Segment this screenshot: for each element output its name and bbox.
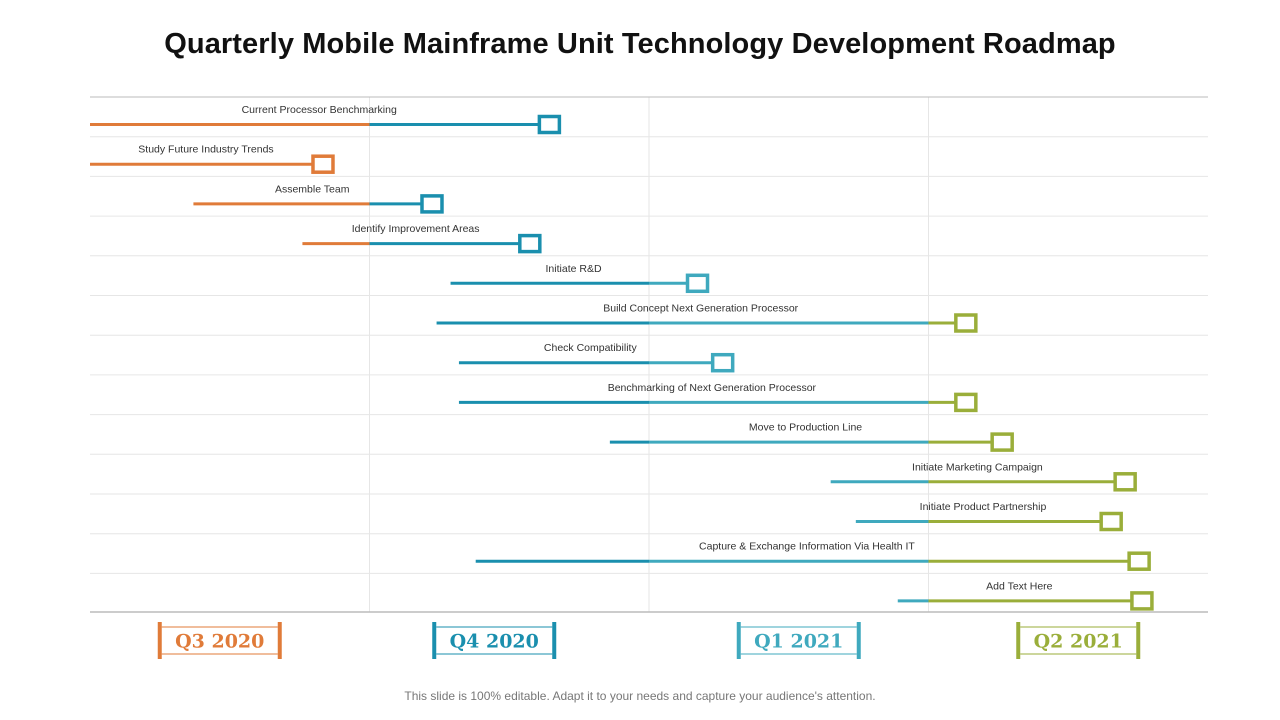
- task-milestone-marker: [1130, 591, 1154, 611]
- quarter-bracket-left: [736, 622, 741, 659]
- task-label: Assemble Team: [275, 183, 350, 195]
- task-milestone-marker: [420, 194, 444, 214]
- task-label: Current Processor Benchmarking: [242, 104, 397, 116]
- task-milestone-marker: [954, 392, 978, 413]
- task-milestone-marker: [1113, 472, 1137, 492]
- quarter-bracket-right: [277, 622, 282, 659]
- task-label: Build Concept Next Generation Processor: [603, 303, 798, 315]
- quarter-label-text: Q4 2020: [450, 631, 539, 653]
- task-milestone-marker: [685, 273, 710, 294]
- quarter-bracket-right: [856, 622, 861, 659]
- task-milestone-marker: [954, 313, 978, 333]
- task-label: Identify Improvement Areas: [352, 223, 480, 235]
- task-milestone-marker: [990, 432, 1014, 452]
- footer-note: This slide is 100% editable. Adapt it to…: [404, 689, 876, 703]
- quarter-label-q2-2021: Q2 2021: [1016, 622, 1141, 659]
- quarter-bracket-left: [432, 622, 437, 659]
- quarter-bracket-right: [1136, 622, 1141, 659]
- task-label: Capture & Exchange Information Via Healt…: [699, 541, 915, 553]
- task-label: Initiate R&D: [546, 263, 602, 275]
- bars-layer: [90, 114, 1154, 611]
- page-title: Quarterly Mobile Mainframe Unit Technolo…: [164, 28, 1116, 60]
- task-milestone-marker: [537, 114, 562, 135]
- labels-layer: Current Processor Benchmarking Study Futu…: [138, 104, 1052, 592]
- quarter-label-text: Q3 2020: [175, 631, 264, 653]
- quarter-label-q3-2020: Q3 2020: [157, 622, 282, 659]
- task-milestone-marker: [518, 233, 542, 254]
- task-label: Add Text Here: [986, 580, 1053, 592]
- roadmap-chart: Current Processor Benchmarking Study Futu…: [90, 96, 1208, 659]
- task-label: Move to Production Line: [749, 422, 862, 434]
- task-label: Initiate Marketing Campaign: [912, 461, 1043, 473]
- quarter-label-q4-2020: Q4 2020: [432, 622, 557, 659]
- task-label: Check Compatibility: [544, 342, 638, 354]
- task-milestone-marker: [1127, 551, 1151, 571]
- quarter-bracket-right: [552, 622, 557, 659]
- task-milestone-marker: [710, 352, 735, 373]
- task-label: Initiate Product Partnership: [920, 501, 1047, 513]
- task-label: Study Future Industry Trends: [138, 144, 273, 156]
- grid-layer: [90, 96, 1208, 613]
- quarter-bracket-left: [1016, 622, 1021, 659]
- quarter-label-text: Q1 2021: [754, 631, 843, 653]
- task-milestone-marker: [311, 154, 335, 174]
- quarter-label-text: Q2 2021: [1034, 631, 1123, 653]
- quarter-bracket-left: [157, 622, 162, 659]
- quarter-label-q1-2021: Q1 2021: [736, 622, 861, 659]
- quarter-labels: Q3 2020 Q4 2020 Q1 2021 Q2 2021: [157, 622, 1141, 659]
- task-milestone-marker: [1099, 511, 1123, 532]
- task-label: Benchmarking of Next Generation Processo…: [608, 382, 817, 394]
